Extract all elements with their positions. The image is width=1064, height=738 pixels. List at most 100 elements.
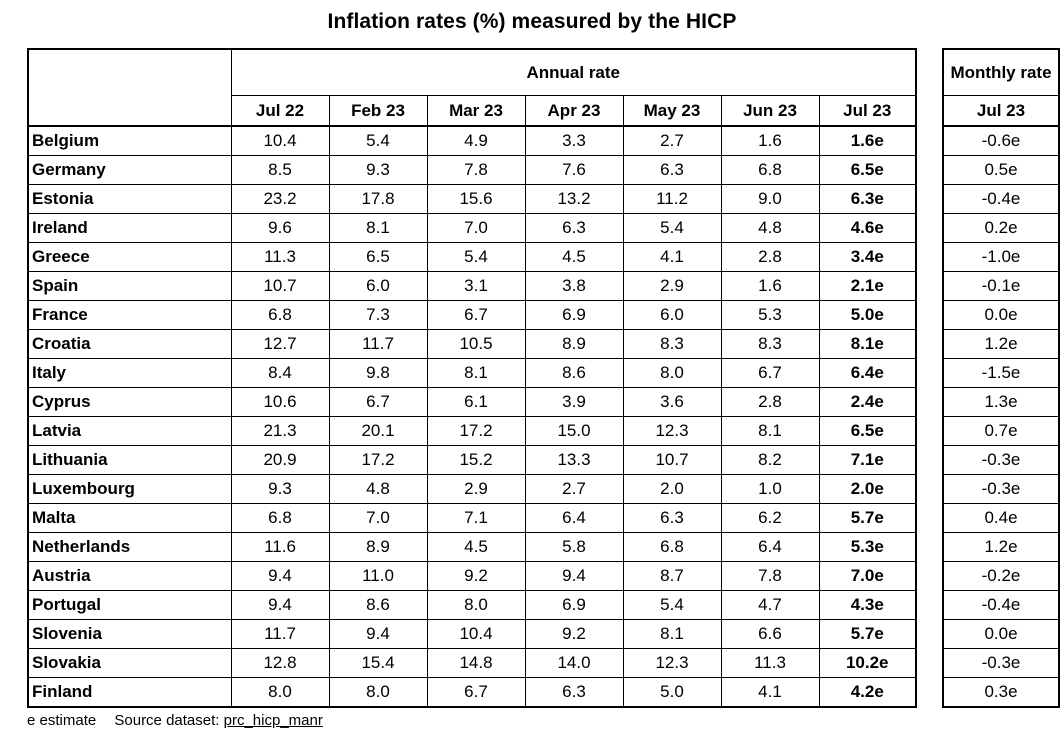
annual-rate-cell: 11.0 (329, 561, 428, 591)
annual-rate-cell: 10.4 (231, 126, 330, 156)
annual-rate-cell: 6.7 (427, 677, 526, 707)
annual-rate-cell: 9.4 (231, 590, 330, 620)
monthly-rate-cell: -0.3e (943, 445, 1059, 475)
annual-rate-cell: 6.8 (623, 532, 722, 562)
annual-rate-cell: 13.2 (525, 184, 624, 214)
annual-rate-cell: 15.6 (427, 184, 526, 214)
annual-rate-cell: 2.8 (721, 242, 820, 272)
annual-rate-cell: 6.8 (721, 155, 820, 185)
table-row: Cyprus 10.6 6.7 6.1 3.9 3.6 2.8 2.4e (28, 387, 916, 417)
monthly-rate-cell: 1.2e (943, 532, 1059, 562)
table-row: Finland 8.0 8.0 6.7 6.3 5.0 4.1 4.2e (28, 677, 916, 707)
annual-rate-cell: 8.9 (525, 329, 624, 359)
monthly-rate-table: Monthly rate Jul 23 -0.6e 0.5e -0.4e 0.2e -1… (942, 48, 1060, 708)
annual-rate-cell: 11.3 (231, 242, 330, 272)
estimate-note: e estimate (27, 712, 97, 729)
annual-rate-cell: 9.3 (329, 155, 428, 185)
table-row: Italy 8.4 9.8 8.1 8.6 8.0 6.7 6.4e (28, 358, 916, 388)
annual-rate-cell: 7.6 (525, 155, 624, 185)
annual-rate-cell: 8.4 (231, 358, 330, 388)
country-name: Estonia (28, 184, 232, 214)
annual-rate-cell: 2.7 (623, 126, 722, 156)
annual-rate-cell: 6.2 (721, 503, 820, 533)
annual-rate-cell: 11.3 (721, 648, 820, 678)
annual-rate-cell: 5.4 (623, 213, 722, 243)
annual-rate-cell: 8.2 (721, 445, 820, 475)
annual-rate-cell: 7.3 (329, 300, 428, 330)
annual-rate-cell: 10.6 (231, 387, 330, 417)
annual-rate-cell: 8.1 (329, 213, 428, 243)
country-name: Lithuania (28, 445, 232, 475)
country-name: Greece (28, 242, 232, 272)
monthly-rate-cell: 0.0e (943, 300, 1059, 330)
annual-rate-cell: 12.7 (231, 329, 330, 359)
annual-rate-cell: 8.1 (427, 358, 526, 388)
monthly-rate-cell: -0.4e (943, 184, 1059, 214)
annual-rate-table: Annual rate Jul 22 Feb 23 Mar 23 Apr 23 May … (27, 48, 917, 708)
annual-rate-cell: 3.9 (525, 387, 624, 417)
monthly-row: 0.3e (943, 678, 1059, 708)
country-name: Germany (28, 155, 232, 185)
annual-rate-cell: 2.4e (819, 387, 916, 417)
annual-rate-cell: 1.6 (721, 271, 820, 301)
annual-rate-cell: 6.7 (329, 387, 428, 417)
table-row: Luxembourg 9.3 4.8 2.9 2.7 2.0 1.0 2.0e (28, 474, 916, 504)
monthly-rate-cell: 0.5e (943, 155, 1059, 185)
annual-rate-cell: 2.7 (525, 474, 624, 504)
monthly-row: -0.3e (943, 445, 1059, 475)
country-name: Spain (28, 271, 232, 301)
monthly-rate-cell: 0.4e (943, 503, 1059, 533)
monthly-row: -0.3e (943, 648, 1059, 678)
month-header: Jul 22 (231, 95, 330, 127)
annual-rate-cell: 6.3 (525, 213, 624, 243)
annual-rate-cell: 11.2 (623, 184, 722, 214)
monthly-rate-cell: -0.2e (943, 561, 1059, 591)
annual-rate-cell: 2.9 (427, 474, 526, 504)
annual-rate-cell: 4.8 (329, 474, 428, 504)
annual-rate-cell: 3.3 (525, 126, 624, 156)
table-row: Germany 8.5 9.3 7.8 7.6 6.3 6.8 6.5e (28, 155, 916, 185)
country-name: Netherlands (28, 532, 232, 562)
annual-rate-cell: 5.8 (525, 532, 624, 562)
page-title: Inflation rates (%) measured by the HICP (327, 10, 737, 33)
annual-rate-cell: 8.9 (329, 532, 428, 562)
annual-rate-cell: 20.1 (329, 416, 428, 446)
annual-rate-cell: 10.7 (623, 445, 722, 475)
annual-rate-cell: 6.9 (525, 590, 624, 620)
annual-rate-cell: 6.8 (231, 300, 330, 330)
table-row: Spain 10.7 6.0 3.1 3.8 2.9 1.6 2.1e (28, 271, 916, 301)
monthly-row: 1.2e (943, 532, 1059, 562)
annual-rate-cell: 6.9 (525, 300, 624, 330)
annual-rate-cell: 4.2e (850, 682, 884, 701)
annual-rate-cell: 8.1 (623, 619, 722, 649)
monthly-row: -0.2e (943, 561, 1059, 591)
country-name: Latvia (28, 416, 232, 446)
table-row: Lithuania 20.9 17.2 15.2 13.3 10.7 8.2 7.1e (28, 445, 916, 475)
annual-rate-cell: 12.3 (623, 416, 722, 446)
annual-rate-cell: 6.3 (525, 677, 624, 707)
country-name: Austria (28, 561, 232, 591)
source-dataset-link[interactable]: prc_hicp_manr (223, 712, 323, 729)
annual-rate-cell: 11.7 (329, 329, 428, 359)
month-header: Apr 23 (525, 95, 624, 127)
annual-rate-cell: 8.1 (721, 416, 820, 446)
annual-rate-cell: 11.7 (231, 619, 330, 649)
annual-rate-cell: 9.0 (721, 184, 820, 214)
annual-rate-cell: 4.6e (819, 213, 916, 243)
monthly-rate-cell: 0.0e (943, 619, 1059, 649)
annual-rate-cell: 5.0 (623, 677, 722, 707)
annual-rate-cell: 1.6e (819, 126, 916, 156)
annual-rate-cell: 17.8 (329, 184, 428, 214)
monthly-row: -1.5e (943, 358, 1059, 388)
annual-rate-cell: 9.3 (231, 474, 330, 504)
annual-rate-cell: 4.8 (721, 213, 820, 243)
annual-rate-cell: 6.6 (721, 619, 820, 649)
annual-rate-cell: 6.7 (721, 358, 820, 388)
annual-rate-cell: 5.7e (819, 619, 916, 649)
annual-rate-cell: 6.4 (525, 503, 624, 533)
annual-rate-cell: 10.7 (231, 271, 330, 301)
annual-rate-cell: 5.0e (819, 300, 916, 330)
annual-rate-cell: 6.5e (819, 155, 916, 185)
table-row: Portugal 9.4 8.6 8.0 6.9 5.4 4.7 4.3e (28, 590, 916, 620)
monthly-rate-cell: 0.2e (943, 213, 1059, 243)
